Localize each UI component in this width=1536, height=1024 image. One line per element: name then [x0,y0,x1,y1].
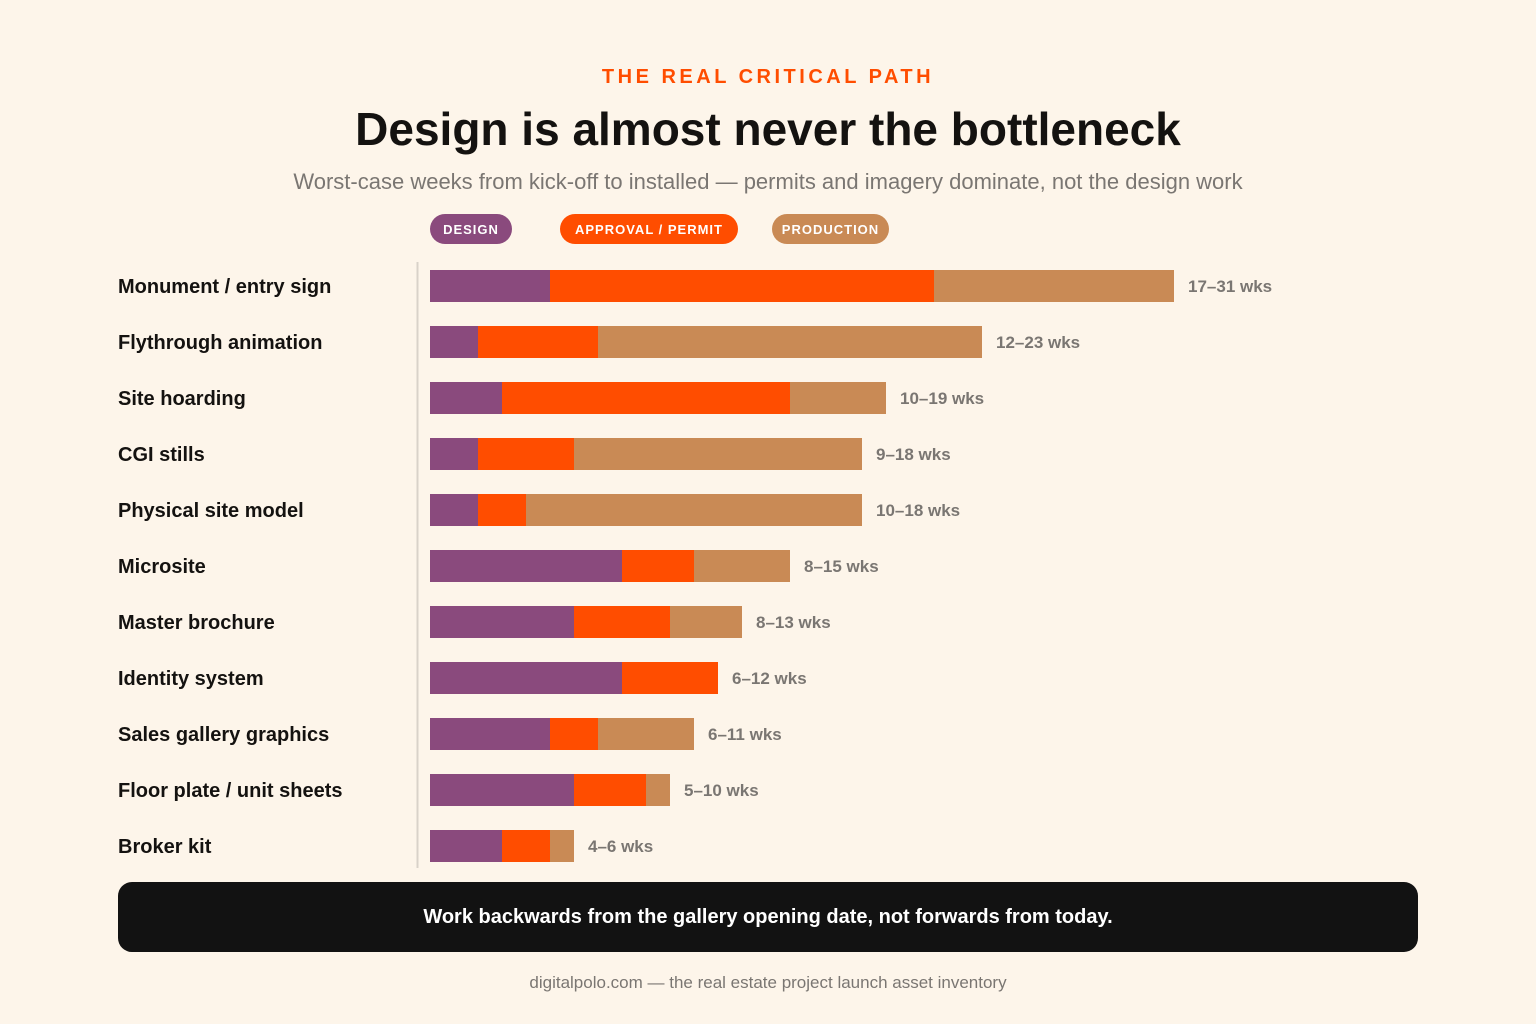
range-label: 12–23 wks [996,333,1080,352]
range-label: 5–10 wks [684,781,759,800]
bar-segment-approval-permit [502,830,550,862]
bar-segment-design [430,606,574,638]
range-label: 8–13 wks [756,613,831,632]
bar-segment-design [430,382,502,414]
chart-subtitle: Worst-case weeks from kick-off to instal… [293,169,1243,194]
row-label: Identity system [118,668,264,690]
bar-segment-approval-permit [550,270,934,302]
legend-production: PRODUCTION [772,214,889,244]
bar-segment-production [550,830,574,862]
legend-approval-permit: APPROVAL / PERMIT [560,214,738,244]
row-label: Monument / entry sign [118,276,331,298]
callout-banner: Work backwards from the gallery opening … [118,882,1418,952]
row-label: Master brochure [118,612,275,634]
row-label: Floor plate / unit sheets [118,780,342,802]
range-label: 6–12 wks [732,669,807,688]
bar-segment-production [646,774,670,806]
row-label: Microsite [118,556,206,578]
bar-segment-approval-permit [478,326,598,358]
bar-segment-design [430,494,478,526]
bar-segment-design [430,438,478,470]
range-label: 8–15 wks [804,557,879,576]
bar-segment-production [598,326,982,358]
bar-segment-approval-permit [502,382,790,414]
range-label: 10–19 wks [900,389,984,408]
bar-segment-approval-permit [574,774,646,806]
bar-segment-approval-permit [574,606,670,638]
chart-title: Design is almost never the bottleneck [355,103,1181,155]
bar-segment-production [934,270,1174,302]
bar-segment-design [430,662,622,694]
footer-credit: digitalpolo.com — the real estate projec… [529,973,1007,992]
legend-design: DESIGN [430,214,512,244]
range-label: 4–6 wks [588,837,653,856]
bar-segment-production [790,382,886,414]
bar-segment-design [430,830,502,862]
bar-segment-approval-permit [478,494,526,526]
bar-segment-approval-permit [622,550,694,582]
range-label: 10–18 wks [876,501,960,520]
row-label: Physical site model [118,500,304,522]
bar-segment-design [430,270,550,302]
bar-segment-design [430,326,478,358]
row-label: Sales gallery graphics [118,724,329,746]
row-label: CGI stills [118,444,205,466]
row-label: Flythrough animation [118,332,322,354]
bar-segment-production [526,494,862,526]
bar-segment-approval-permit [550,718,598,750]
bar-segment-production [598,718,694,750]
range-label: 6–11 wks [708,725,782,744]
row-label: Site hoarding [118,388,246,410]
bar-segment-production [670,606,742,638]
bar-segment-approval-permit [622,662,718,694]
bar-segment-production [574,438,862,470]
bar-segment-design [430,774,574,806]
range-label: 9–18 wks [876,445,951,464]
range-label: 17–31 wks [1188,277,1272,296]
row-label: Broker kit [118,836,212,858]
bar-segment-approval-permit [478,438,574,470]
bar-segment-design [430,550,622,582]
bar-segment-design [430,718,550,750]
eyebrow-label: THE REAL CRITICAL PATH [601,66,935,88]
bar-segment-production [694,550,790,582]
